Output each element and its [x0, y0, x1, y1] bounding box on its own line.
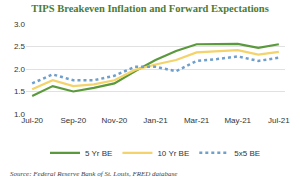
svg-text:Nov-20: Nov-20 [101, 116, 127, 125]
svg-text:Jul-20: Jul-20 [21, 116, 43, 125]
svg-text:5 Yr BE: 5 Yr BE [85, 149, 112, 158]
svg-text:Jan-21: Jan-21 [143, 116, 168, 125]
svg-text:1.5: 1.5 [14, 87, 26, 96]
svg-text:Source: Federal Reserve Bank o: Source: Federal Reserve Bank of St. Loui… [10, 170, 177, 177]
svg-text:5x5 BE: 5x5 BE [234, 149, 260, 158]
svg-text:2.5: 2.5 [14, 42, 26, 51]
svg-text:Jul-21: Jul-21 [268, 116, 290, 125]
svg-text:2.0: 2.0 [14, 65, 26, 74]
svg-text:Mar-21: Mar-21 [184, 116, 210, 125]
svg-text:10 Yr BE: 10 Yr BE [157, 149, 189, 158]
svg-text:3.0: 3.0 [14, 20, 26, 29]
svg-text:Sep-20: Sep-20 [60, 116, 86, 125]
svg-text:TIPS Breakeven Inflation and F: TIPS Breakeven Inflation and Forward Exp… [31, 3, 269, 14]
svg-text:May-21: May-21 [224, 116, 251, 125]
svg-text:1.0: 1.0 [14, 110, 26, 119]
